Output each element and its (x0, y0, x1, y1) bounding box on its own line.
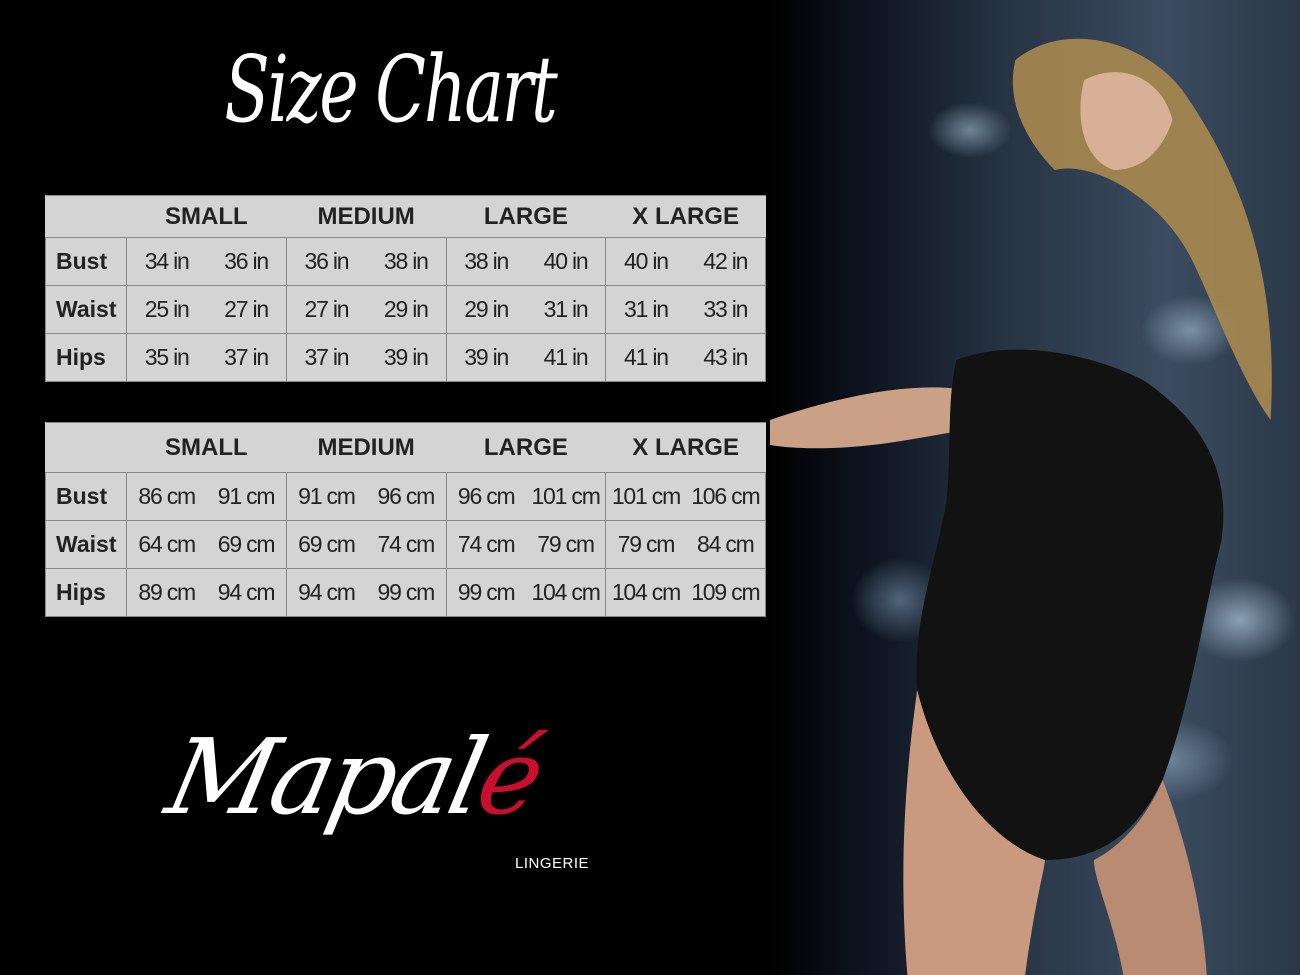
size-table-centimeters: SMALL MEDIUM LARGE X LARGE Bust 86 cm 91 cm 91 … (45, 422, 766, 617)
measurement-value: 41 in (605, 333, 686, 382)
measurement-value: 33 in (685, 285, 766, 334)
table-header-row: SMALL MEDIUM LARGE X LARGE (45, 195, 766, 238)
header-empty-cell (45, 195, 127, 238)
measurement-value: 31 in (525, 285, 607, 334)
measurement-label: Hips (45, 568, 127, 617)
measurement-label: Waist (45, 285, 127, 334)
table-row: Hips 35 in 37 in 37 in 39 in 39 in 41 in 41 in 4… (45, 333, 766, 382)
page-title: Size Chart (224, 36, 557, 143)
measurement-value: 31 in (605, 285, 686, 334)
measurement-value: 86 cm (126, 472, 207, 521)
measurement-value: 94 cm (206, 568, 287, 617)
size-header: LARGE (446, 195, 606, 238)
measurement-value: 42 in (685, 237, 766, 286)
measurement-value: 101 cm (525, 472, 607, 521)
measurement-value: 99 cm (366, 568, 447, 617)
table-row: Bust 34 in 36 in 36 in 38 in 38 in 40 in 40 in 4… (45, 237, 766, 286)
measurement-value: 39 in (366, 333, 447, 382)
measurement-value: 99 cm (445, 568, 526, 617)
measurement-value: 25 in (126, 285, 207, 334)
table-row: Waist 25 in 27 in 27 in 29 in 29 in 31 in 31 in… (45, 285, 766, 334)
measurement-value: 40 in (605, 237, 686, 286)
measurement-value: 36 in (285, 237, 367, 286)
size-header: MEDIUM (286, 422, 446, 473)
measurement-value: 91 cm (285, 472, 367, 521)
measurement-value: 43 in (685, 333, 766, 382)
measurement-value: 84 cm (685, 520, 766, 569)
measurement-value: 104 cm (605, 568, 686, 617)
measurement-value: 27 in (285, 285, 367, 334)
measurement-value: 94 cm (285, 568, 367, 617)
brand-logo-wordmark: Mapalé (157, 715, 551, 840)
measurement-value: 109 cm (685, 568, 766, 617)
measurement-value: 41 in (525, 333, 607, 382)
size-header: SMALL (126, 422, 287, 473)
measurement-value: 104 cm (525, 568, 607, 617)
measurement-value: 29 in (445, 285, 526, 334)
measurement-value: 74 cm (445, 520, 526, 569)
measurement-value: 106 cm (685, 472, 766, 521)
brand-logo-subtitle: LINGERIE (515, 855, 590, 872)
measurement-value: 89 cm (126, 568, 207, 617)
header-empty-cell (45, 422, 127, 473)
measurement-value: 96 cm (445, 472, 526, 521)
size-header: X LARGE (605, 422, 766, 473)
size-header: SMALL (126, 195, 287, 238)
measurement-value: 91 cm (206, 472, 287, 521)
measurement-label: Bust (45, 237, 127, 286)
measurement-value: 27 in (206, 285, 287, 334)
measurement-label: Waist (45, 520, 127, 569)
table-row: Bust 86 cm 91 cm 91 cm 96 cm 96 cm 101 cm 101 c… (45, 472, 766, 521)
size-table-inches: SMALL MEDIUM LARGE X LARGE Bust 34 in 36 in 36 … (45, 195, 766, 382)
measurement-value: 40 in (525, 237, 607, 286)
measurement-label: Bust (45, 472, 127, 521)
measurement-value: 35 in (126, 333, 207, 382)
measurement-value: 37 in (285, 333, 367, 382)
measurement-value: 29 in (366, 285, 447, 334)
model-figure-illustration (770, 38, 1272, 975)
measurement-value: 36 in (206, 237, 287, 286)
measurement-value: 37 in (206, 333, 287, 382)
size-header: MEDIUM (286, 195, 446, 238)
measurement-value: 79 cm (525, 520, 607, 569)
table-row: Waist 64 cm 69 cm 69 cm 74 cm 74 cm 79 cm 79 cm… (45, 520, 766, 569)
measurement-value: 74 cm (366, 520, 447, 569)
measurement-value: 96 cm (366, 472, 447, 521)
measurement-value: 101 cm (605, 472, 686, 521)
measurement-value: 39 in (445, 333, 526, 382)
brand-logo: Mapalé LINGERIE (157, 715, 630, 885)
measurement-value: 38 in (445, 237, 526, 286)
table-row: Hips 89 cm 94 cm 94 cm 99 cm 99 cm 104 cm 104 c… (45, 568, 766, 617)
measurement-value: 64 cm (126, 520, 207, 569)
measurement-value: 79 cm (605, 520, 686, 569)
model-photo (770, 0, 1300, 975)
size-header: X LARGE (605, 195, 766, 238)
measurement-value: 69 cm (206, 520, 287, 569)
measurement-value: 38 in (366, 237, 447, 286)
measurement-value: 69 cm (285, 520, 367, 569)
measurement-label: Hips (45, 333, 127, 382)
brand-logo-main: Mapal (157, 716, 494, 838)
table-header-row: SMALL MEDIUM LARGE X LARGE (45, 422, 766, 473)
measurement-value: 34 in (126, 237, 207, 286)
size-header: LARGE (446, 422, 606, 473)
